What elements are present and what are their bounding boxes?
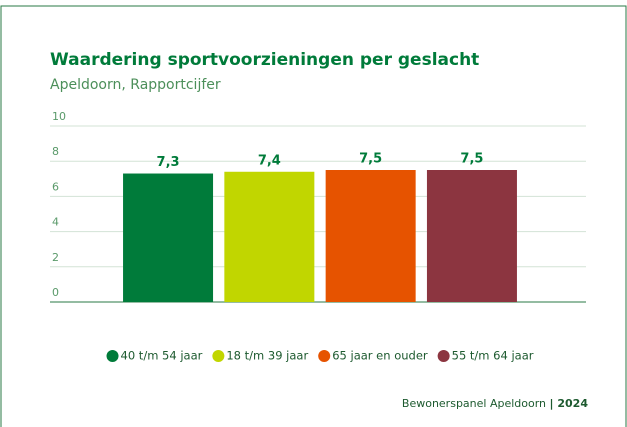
- legend-label: 40 t/m 54 jaar: [121, 349, 203, 363]
- legend-swatch: [318, 350, 331, 362]
- card-border: [0, 5, 627, 427]
- y-tick-label: 0: [52, 286, 59, 299]
- y-tick-label: 8: [52, 145, 59, 158]
- footer-source: Bewonerspanel Apeldoorn: [402, 397, 546, 410]
- legend-label: 55 t/m 64 jaar: [452, 349, 534, 363]
- y-tick-label: 2: [52, 251, 59, 264]
- footer-year: | 2024: [550, 397, 589, 410]
- chart-subtitle: Apeldoorn, Rapportcijfer: [50, 77, 221, 93]
- value-label: 7,4: [258, 153, 281, 168]
- value-label: 7,5: [359, 152, 382, 167]
- bar: [426, 170, 517, 302]
- legend-label: 18 t/m 39 jaar: [226, 349, 308, 363]
- footer: Bewonerspanel Apeldoorn | 2024: [402, 397, 588, 410]
- legend-swatch: [437, 350, 450, 362]
- bar: [325, 170, 416, 302]
- chart-title: Waardering sportvoorzieningen per geslac…: [50, 50, 479, 70]
- legend-swatch: [212, 350, 225, 362]
- y-tick-label: 4: [52, 216, 59, 229]
- bar: [123, 173, 214, 302]
- y-tick-label: 10: [52, 110, 66, 123]
- legend-swatch: [106, 350, 119, 362]
- legend: 40 t/m 54 jaar 18 t/m 39 jaar 65 jaar en o…: [106, 349, 534, 363]
- value-label: 7,3: [157, 155, 180, 170]
- bar: [224, 171, 315, 302]
- y-tick-label: 6: [52, 180, 59, 193]
- value-label: 7,5: [460, 152, 483, 167]
- legend-label: 65 jaar en ouder: [332, 349, 428, 363]
